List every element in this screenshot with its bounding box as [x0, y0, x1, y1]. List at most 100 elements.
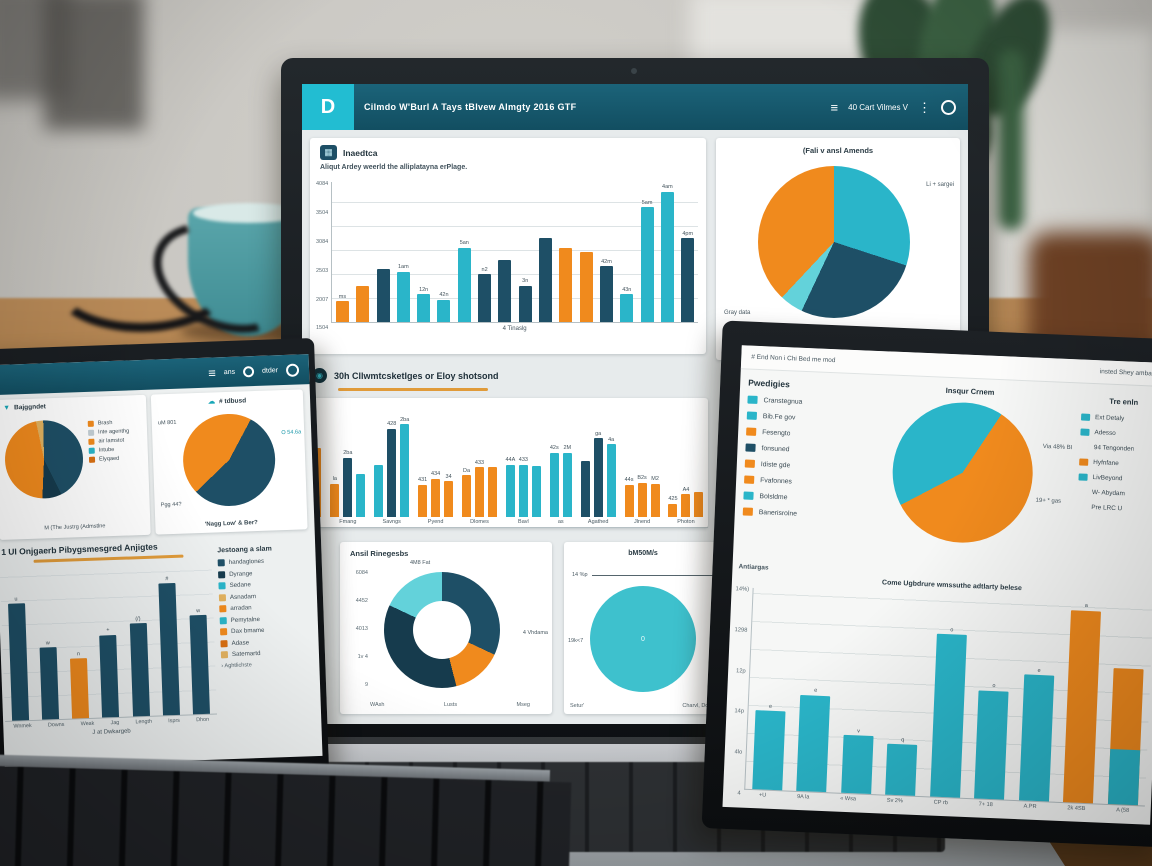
tick-label: 4452	[355, 598, 368, 604]
bar-value-label: 433	[474, 459, 485, 466]
x-tick: Jlnend	[633, 519, 651, 525]
bar	[343, 457, 353, 517]
card-title: # tdbusd	[218, 396, 247, 405]
x-tick: +U	[758, 792, 767, 799]
y-tick: 2007	[316, 296, 329, 303]
pie-caption: M (The Justrg (Admstlne	[44, 523, 106, 532]
bar-value-label: 42n	[439, 292, 449, 299]
legend-footer[interactable]: › Aghtlichste	[221, 661, 252, 669]
legend-swatch	[218, 582, 226, 590]
left-screen: ≡ ans dtder ▼ Bajggndet Brash Inte agenth…	[0, 354, 323, 767]
bar	[475, 467, 484, 517]
bar	[376, 268, 390, 322]
search-icon[interactable]	[285, 362, 300, 377]
bar-wrap: 425	[667, 398, 678, 517]
y-tick: 3504	[316, 209, 329, 216]
hamburger-menu-icon[interactable]: ≡	[830, 99, 839, 115]
y-tick: 3084	[316, 238, 329, 245]
bottom-section-title: 1 UI Onjgaerb Pibygsmesgred Anjigtes	[1, 541, 158, 557]
annotation-line	[591, 574, 714, 576]
bar-value-label: o	[992, 683, 996, 690]
bar-wrap	[355, 398, 366, 517]
legend-label: W- Abydam	[1091, 489, 1125, 498]
nav-item[interactable]: ans	[223, 368, 236, 376]
bar-value-label: 2M	[563, 445, 572, 452]
bar	[640, 207, 654, 322]
bar	[624, 484, 634, 517]
legend-swatch	[220, 651, 229, 659]
bar-value-label: e	[768, 703, 773, 710]
topbar-status[interactable]: insted Shey amband	[1099, 368, 1152, 378]
group-bars: la 2ba	[329, 398, 366, 517]
bar-wrap: 5an	[455, 182, 473, 322]
bar-wrap: u	[3, 570, 33, 721]
legend-swatch	[743, 491, 754, 500]
bar-wrap	[693, 398, 704, 517]
bar	[668, 503, 678, 517]
bar-wrap: la	[329, 398, 340, 517]
legend-label: 94 Tengonden	[1093, 444, 1135, 453]
bar	[396, 271, 410, 322]
refresh-icon[interactable]	[242, 365, 255, 377]
bar-group: 44A 433 Bavl	[505, 398, 542, 527]
legend-swatch	[88, 447, 95, 454]
bar	[457, 247, 471, 322]
bar	[1063, 610, 1102, 804]
y-tick: 4lo	[734, 749, 743, 756]
legend-swatch	[742, 507, 754, 516]
legend-item: handaglones	[217, 556, 314, 567]
card-title: Inaedtca	[343, 147, 378, 158]
user-menu[interactable]: 40 Cart Vilmes V	[848, 102, 908, 112]
pie-label-right: Li + sargei	[926, 182, 954, 188]
legend-swatch	[746, 411, 758, 420]
plot: u w n + (/) # w	[0, 563, 218, 722]
kebab-menu-icon[interactable]: ⋮	[918, 99, 931, 115]
bar	[840, 735, 874, 795]
bar-wrap	[580, 398, 591, 517]
bar-group: 42s 2M as	[549, 398, 573, 527]
bar-group: 44s B2s M2 Jlnend	[624, 398, 661, 527]
bar	[478, 274, 492, 322]
tick-label: 1v 4	[357, 654, 368, 660]
search-icon[interactable]	[941, 99, 956, 115]
legend-swatch	[744, 459, 756, 468]
legend-item: Bib.Fe gov	[746, 411, 867, 425]
bar-value-label: +	[106, 627, 110, 634]
x-tick: A.PR	[1023, 803, 1037, 810]
blurred-window-frame	[44, 0, 144, 130]
legend-swatch	[745, 443, 756, 452]
plot-area: e e v q o o e a +U 9A la « Wsa Sv 2% CP rb 7+ 18 A.PR 2…	[743, 587, 1152, 815]
donut-side-label: 4 Vhdama	[522, 630, 548, 636]
legend-label: Banerisrolne	[758, 508, 798, 518]
bar-wrap: 4pm	[679, 182, 697, 322]
grouped-bar-chart: la 2ba Fmang 428 2ba Savngs 431 434 34 Pyend Da 433…	[308, 398, 708, 528]
bar-value-label: B2s	[637, 475, 647, 481]
bar-value-label: 34	[445, 473, 452, 480]
breadcrumb[interactable]: # End Non i Chi Bed me mod	[751, 353, 836, 365]
bar	[694, 492, 704, 517]
bar	[637, 482, 647, 517]
bar-wrap: Da	[461, 398, 472, 517]
app-logo[interactable]: D	[302, 84, 354, 130]
group-bars: 44A 433	[505, 398, 542, 517]
tick-label: Mseg	[516, 702, 530, 708]
bar-value-label: (/)	[135, 615, 141, 622]
legend-column-left: Pwedigies Cranstegnua Bib.Fe gov Fesengto f…	[742, 378, 868, 529]
nav-item[interactable]: dtder	[261, 366, 279, 375]
left-legend-panel: Jestoang a slam handaglones Dyrange Sedane…	[217, 544, 317, 669]
bar	[39, 647, 60, 720]
hamburger-menu-icon[interactable]: ≡	[207, 364, 217, 381]
bubble-x-labels: Setur' Charvl, Doma	[570, 703, 716, 709]
bar-value-label: ms	[338, 293, 347, 300]
x-tick: Pyend	[427, 519, 444, 525]
bar-wrap: 44s	[624, 398, 635, 517]
bar	[518, 464, 528, 517]
bar-value-label: 5am	[641, 199, 653, 206]
circle-title: bM50M/s	[628, 550, 658, 557]
y-tick: 4084	[316, 181, 329, 187]
bar-wrap: e	[747, 588, 795, 791]
bar-wrap: ga	[593, 398, 604, 517]
bar-value-label: 433	[518, 457, 528, 464]
bar-value-label: M2	[651, 476, 659, 483]
bar	[681, 238, 695, 322]
